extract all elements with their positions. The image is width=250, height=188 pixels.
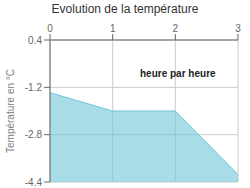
svg-text:-2.8: -2.8	[25, 129, 43, 140]
html-text:heure par heure: heure par heure	[140, 68, 216, 79]
svg-text:-4.4: -4.4	[25, 177, 43, 188]
svg-text:3: 3	[235, 23, 241, 34]
svg-text:Température en °C: Température en °C	[8, 69, 16, 153]
svg-text:0: 0	[47, 23, 53, 34]
svg-text:1: 1	[110, 23, 116, 34]
html-text:Evolution de la température: Evolution de la température	[51, 2, 199, 16]
svg-text:-1.2: -1.2	[25, 82, 43, 93]
svg-text:0.4: 0.4	[28, 35, 42, 46]
svg-text:2: 2	[173, 23, 179, 34]
